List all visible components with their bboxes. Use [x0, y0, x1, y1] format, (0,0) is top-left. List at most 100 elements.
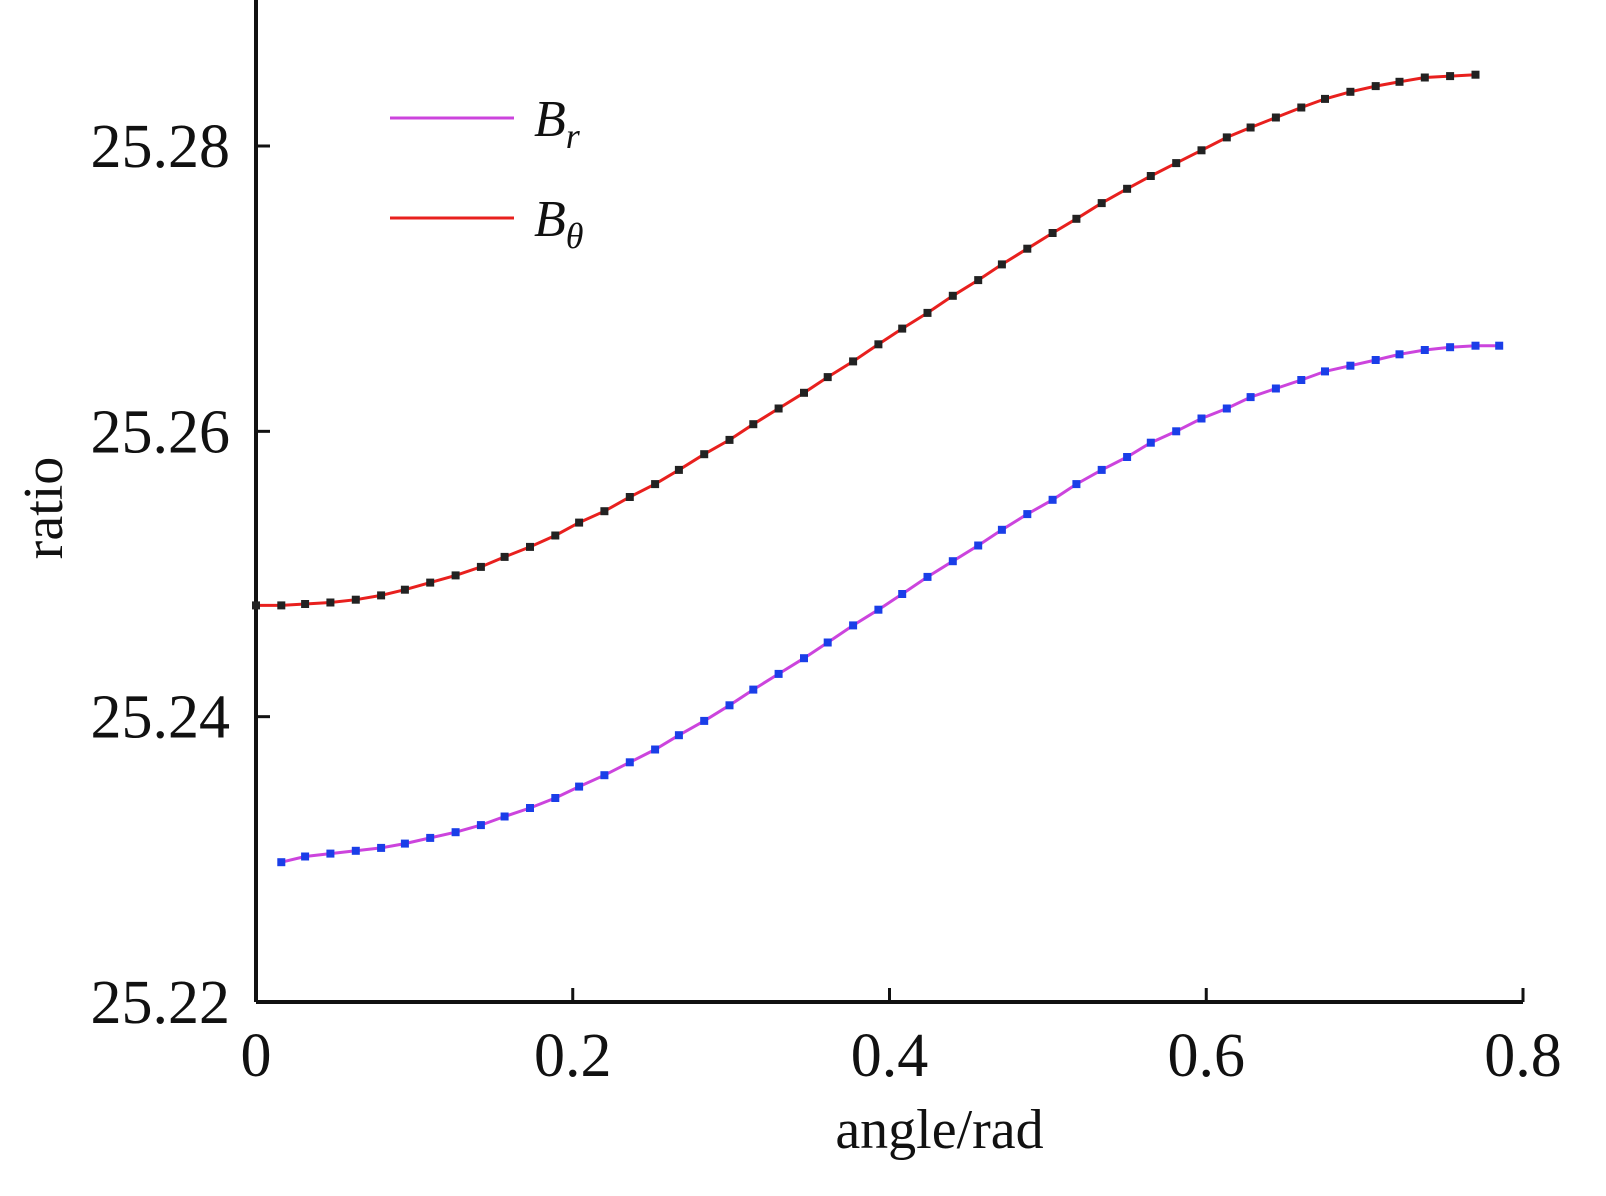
legend-label-btheta-sub: θ: [566, 216, 584, 256]
series-point-btheta: [1197, 146, 1206, 155]
series-point-br: [426, 833, 435, 842]
series-point-br: [1395, 350, 1404, 359]
series-point-br: [874, 605, 883, 614]
series-point-btheta: [426, 578, 435, 587]
series-point-br: [674, 731, 683, 740]
series-point-br: [974, 541, 983, 550]
series-point-btheta: [351, 595, 360, 604]
series-point-br: [551, 794, 560, 802]
series-point-br: [451, 828, 460, 837]
series-point-br: [651, 745, 660, 754]
series-point-btheta: [674, 465, 683, 474]
series-point-btheta: [997, 260, 1006, 269]
series-point-br: [400, 839, 409, 848]
series-point-br: [1321, 367, 1329, 376]
series-layer: [252, 70, 1504, 867]
series-point-btheta: [277, 601, 286, 610]
x-tick-label: 0.4: [851, 1022, 929, 1090]
legend-label-btheta: Bθ: [534, 191, 583, 256]
series-point-btheta: [1446, 72, 1455, 81]
series-point-br: [1023, 510, 1032, 519]
series-point-br: [1297, 376, 1306, 384]
series-point-br: [1495, 341, 1504, 350]
x-tick-label: 0: [241, 1022, 272, 1090]
series-point-br: [326, 849, 335, 858]
series-point-br: [898, 590, 907, 598]
series-point-btheta: [400, 585, 409, 594]
series-point-btheta: [774, 404, 783, 413]
series-point-br: [749, 685, 758, 694]
series-point-br: [1271, 384, 1280, 393]
series-point-br: [1197, 414, 1206, 423]
series-point-br: [1222, 404, 1231, 413]
series-point-br: [1097, 465, 1106, 474]
series-point-br: [500, 812, 509, 821]
x-axis-title: angle/rad: [835, 1099, 1043, 1161]
series-point-btheta: [849, 357, 858, 366]
series-point-br: [476, 821, 485, 830]
series-point-btheta: [700, 450, 709, 459]
series-point-br: [377, 843, 386, 852]
series-point-br: [600, 771, 609, 780]
series-point-btheta: [500, 552, 509, 561]
series-point-br: [823, 638, 832, 647]
legend-label-br-main: B: [534, 91, 566, 148]
series-point-btheta: [923, 308, 932, 317]
series-point-br: [1371, 356, 1380, 364]
series-point-br: [948, 557, 957, 566]
series-point-btheta: [948, 291, 957, 300]
series-point-br: [774, 669, 783, 678]
axes: [254, 0, 1523, 1004]
series-point-btheta: [1471, 70, 1480, 79]
series-point-btheta: [725, 435, 734, 444]
series-point-btheta: [1246, 123, 1255, 132]
series-point-btheta: [377, 591, 386, 600]
x-tick-label: 0.8: [1484, 1022, 1562, 1090]
series-point-btheta: [823, 373, 832, 382]
series-point-br: [1246, 393, 1255, 402]
legend: Br Bθ: [390, 91, 583, 256]
legend-label-br: Br: [534, 91, 581, 156]
series-point-br: [923, 572, 932, 581]
series-point-btheta: [600, 507, 609, 516]
series-point-br: [1123, 453, 1132, 461]
series-point-btheta: [301, 600, 310, 608]
series-point-btheta: [749, 420, 758, 429]
series-point-btheta: [1048, 229, 1057, 237]
x-ticks: 0 0.2 0.4 0.6 0.8: [241, 988, 1562, 1090]
series-line-btheta: [256, 73, 1476, 607]
series-point-btheta: [1271, 113, 1280, 122]
series-point-br: [277, 858, 286, 867]
y-tick-label: 25.28: [91, 113, 231, 181]
series-point-btheta: [1297, 103, 1306, 112]
series-point-btheta: [1146, 172, 1155, 180]
y-tick-label: 25.22: [91, 969, 231, 1037]
series-point-btheta: [1321, 94, 1329, 103]
series-point-br: [800, 654, 808, 663]
series-point-br: [1446, 343, 1455, 352]
series-point-btheta: [252, 601, 260, 610]
series-point-btheta: [1371, 82, 1380, 91]
x-tick-label: 0.2: [534, 1022, 612, 1090]
series-point-br: [1048, 495, 1057, 504]
series-point-btheta: [625, 493, 634, 501]
series-point-br: [1072, 480, 1081, 489]
series-point-btheta: [1023, 244, 1032, 253]
series-point-br: [625, 758, 634, 767]
series-point-br: [997, 525, 1006, 534]
series-point-btheta: [651, 480, 660, 489]
series-line-br: [280, 344, 1500, 864]
series-point-btheta: [1395, 77, 1404, 86]
series-point-btheta: [451, 571, 460, 580]
legend-label-br-sub: r: [566, 116, 581, 156]
series-point-btheta: [874, 340, 883, 349]
series-point-br: [1346, 361, 1355, 370]
series-point-btheta: [1123, 184, 1132, 193]
series-point-br: [725, 701, 734, 710]
series-point-btheta: [1072, 214, 1081, 223]
y-axis-title: ratio: [13, 457, 75, 560]
series-point-btheta: [898, 324, 907, 333]
series-point-btheta: [1172, 159, 1181, 168]
series-point-btheta: [551, 531, 560, 540]
series-point-br: [700, 716, 709, 725]
